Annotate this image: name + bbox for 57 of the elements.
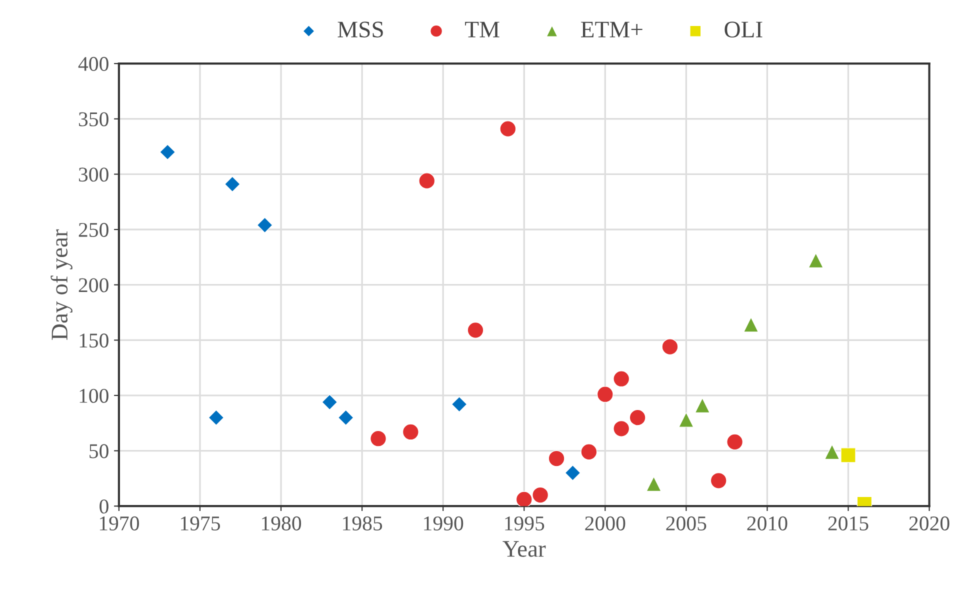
point <box>840 448 856 463</box>
y-tick-label: 200 <box>78 278 108 292</box>
y-tick-label: 50 <box>90 444 108 458</box>
point <box>629 409 646 426</box>
point <box>256 217 273 234</box>
x-tick-label: 2020 <box>909 516 950 530</box>
point <box>596 386 614 403</box>
point <box>678 412 694 428</box>
y-tick-label: 300 <box>78 168 108 182</box>
point <box>662 338 678 356</box>
point <box>224 176 240 192</box>
point <box>824 444 840 460</box>
point <box>726 434 744 450</box>
point <box>564 464 581 481</box>
x-tick-label: 2015 <box>828 516 868 530</box>
y-axis-title: Day of year <box>50 229 72 340</box>
point <box>548 450 565 467</box>
point <box>613 420 630 437</box>
point <box>500 120 516 138</box>
legend-label: OLI <box>724 22 762 38</box>
point <box>418 172 436 190</box>
x-tick-label: 1990 <box>424 516 464 530</box>
x-tick-label: 1995 <box>505 516 544 530</box>
point <box>808 252 824 268</box>
y-tick-label: 250 <box>78 222 108 237</box>
y-tick-label: 0 <box>100 499 108 514</box>
point <box>743 317 759 332</box>
x-tick-label: 1980 <box>262 516 302 530</box>
point <box>694 398 710 414</box>
x-tick-label: 1970 <box>100 516 139 530</box>
point <box>322 394 338 410</box>
x-tick-label: 2010 <box>747 516 788 530</box>
point <box>516 491 532 506</box>
x-tick-label: 1985 <box>343 516 382 530</box>
x-tick-label: 1975 <box>180 516 220 530</box>
point <box>451 396 468 412</box>
x-tick-label: 2005 <box>666 516 706 530</box>
point <box>338 410 354 426</box>
x-tick-label: 2000 <box>585 516 626 530</box>
point <box>370 430 387 447</box>
point <box>208 410 224 426</box>
point <box>646 476 662 492</box>
point <box>710 472 727 489</box>
y-tick-label: 350 <box>78 112 108 126</box>
point <box>402 424 419 440</box>
legend-label: ETM+ <box>580 22 642 38</box>
y-tick-label: 400 <box>78 56 108 71</box>
point <box>613 370 630 388</box>
point <box>160 144 176 160</box>
x-axis-title: Year <box>502 541 546 557</box>
point <box>532 486 549 504</box>
point <box>467 322 484 338</box>
y-tick-label: 150 <box>80 334 108 348</box>
legend-label: MSS <box>338 22 383 38</box>
y-tick-label: 100 <box>80 388 108 403</box>
point <box>580 444 598 460</box>
legend-label: TM <box>465 22 500 38</box>
